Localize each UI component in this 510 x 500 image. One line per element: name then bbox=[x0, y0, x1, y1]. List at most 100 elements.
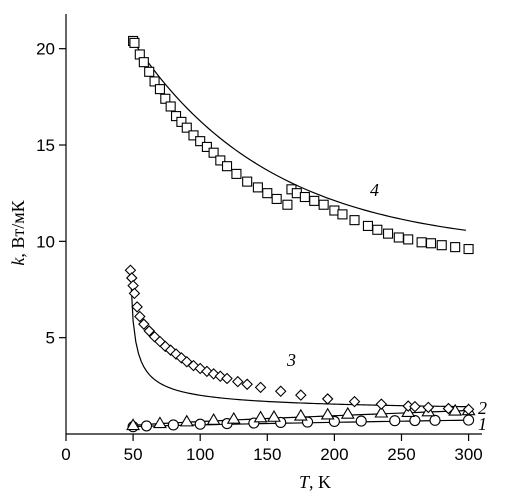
data-point-diamond bbox=[348, 395, 361, 408]
data-point-square bbox=[201, 141, 212, 152]
y-tick-label: 5 bbox=[46, 329, 55, 348]
data-point-triangle bbox=[226, 411, 241, 424]
data-point-square bbox=[403, 234, 414, 245]
data-point-square bbox=[195, 136, 206, 147]
data-point-diamond bbox=[274, 385, 287, 398]
data-point-square bbox=[383, 228, 394, 239]
y-tick-label: 10 bbox=[36, 232, 55, 251]
data-point-square bbox=[262, 188, 273, 199]
series-label-1: 1 bbox=[478, 414, 487, 434]
data-point-square bbox=[393, 232, 404, 243]
data-point-square bbox=[160, 93, 171, 104]
data-point-triangle bbox=[293, 408, 308, 421]
data-point-square bbox=[282, 199, 293, 210]
data-point-triangle bbox=[374, 405, 389, 418]
data-point-diamond bbox=[295, 389, 307, 401]
axes: 0 50 100 150 200 250 300 5 10 15 20 bbox=[36, 14, 483, 464]
data-point-square bbox=[176, 116, 187, 127]
series-label-4: 4 bbox=[370, 180, 379, 200]
y-axis-label-symbol: k bbox=[8, 257, 28, 266]
data-point-diamond bbox=[241, 378, 253, 391]
series-line-4 bbox=[132, 40, 466, 231]
x-tick-label: 50 bbox=[124, 445, 143, 464]
data-point-square bbox=[154, 84, 165, 95]
data-point-circle bbox=[389, 415, 401, 427]
x-tick-label: 300 bbox=[454, 445, 482, 464]
data-point-square bbox=[309, 195, 320, 206]
data-point-circle bbox=[194, 418, 206, 430]
data-point-square bbox=[252, 182, 263, 193]
data-point-diamond bbox=[221, 372, 233, 385]
data-point-diamond bbox=[321, 393, 334, 405]
data-point-square bbox=[271, 193, 282, 205]
data-point-circle bbox=[140, 420, 153, 432]
data-point-square bbox=[208, 147, 219, 158]
data-point-diamond bbox=[138, 318, 150, 330]
data-point-square bbox=[181, 122, 192, 133]
x-tick-label: 100 bbox=[186, 445, 214, 464]
data-point-diamond bbox=[134, 310, 146, 323]
series-label-2: 2 bbox=[478, 398, 487, 418]
data-point-square bbox=[436, 240, 447, 251]
data-point-square bbox=[425, 238, 437, 249]
data-point-triangle bbox=[152, 416, 167, 429]
data-point-triangle bbox=[126, 418, 141, 431]
data-point-diamond bbox=[231, 375, 244, 388]
data-point-square bbox=[188, 130, 199, 141]
data-point-square bbox=[416, 237, 427, 248]
series-markers bbox=[124, 35, 476, 433]
data-point-square bbox=[318, 199, 329, 210]
data-point-square bbox=[149, 76, 160, 87]
series-line-3 bbox=[129, 271, 469, 408]
data-point-square bbox=[144, 66, 155, 77]
y-axis-label: k, Вт/мК bbox=[8, 199, 28, 265]
data-point-square bbox=[129, 37, 140, 48]
data-point-square bbox=[463, 243, 474, 255]
data-point-diamond bbox=[128, 287, 141, 300]
axis-frame bbox=[65, 14, 482, 435]
x-tick-label: 150 bbox=[253, 445, 281, 464]
series-labels: 12 3 4 bbox=[286, 180, 487, 434]
data-point-circle bbox=[429, 414, 441, 426]
x-tick-label: 250 bbox=[387, 445, 415, 464]
data-point-diamond bbox=[422, 401, 435, 414]
data-point-triangle bbox=[267, 409, 281, 422]
data-point-circle bbox=[167, 419, 179, 431]
y-tick-label: 15 bbox=[36, 136, 55, 155]
data-point-triangle bbox=[253, 410, 268, 423]
data-point-triangle bbox=[179, 414, 194, 427]
data-point-diamond bbox=[254, 381, 267, 394]
data-point-square bbox=[299, 191, 310, 203]
data-point-circle bbox=[355, 415, 367, 427]
data-point-square bbox=[242, 176, 253, 187]
data-point-triangle bbox=[206, 413, 221, 425]
data-point-diamond bbox=[131, 301, 143, 313]
data-point-diamond bbox=[409, 400, 421, 413]
data-point-triangle bbox=[340, 406, 355, 419]
data-point-square bbox=[349, 215, 360, 226]
data-point-square bbox=[231, 168, 242, 179]
data-point-square bbox=[337, 209, 348, 220]
x-axis-label: T, K bbox=[299, 472, 331, 492]
data-point-square bbox=[372, 224, 383, 235]
data-point-diamond bbox=[442, 402, 455, 415]
data-point-diamond bbox=[462, 403, 475, 416]
data-point-diamond bbox=[375, 398, 388, 410]
y-tick-label: 20 bbox=[36, 40, 55, 59]
data-point-square bbox=[170, 111, 182, 122]
data-point-triangle bbox=[320, 407, 335, 420]
data-point-diamond bbox=[143, 325, 155, 337]
x-tick-label: 0 bbox=[61, 445, 70, 464]
x-axis-label-unit: , K bbox=[309, 472, 331, 492]
data-point-square bbox=[450, 242, 461, 253]
data-point-square bbox=[138, 57, 149, 68]
series-lines bbox=[129, 40, 469, 428]
data-point-square bbox=[221, 161, 233, 172]
data-point-circle bbox=[463, 414, 475, 426]
x-axis-label-symbol: T bbox=[299, 472, 311, 492]
data-point-square bbox=[215, 155, 226, 166]
x-tick-label: 200 bbox=[320, 445, 348, 464]
y-axis-label-unit: , Вт/мК bbox=[8, 199, 28, 257]
